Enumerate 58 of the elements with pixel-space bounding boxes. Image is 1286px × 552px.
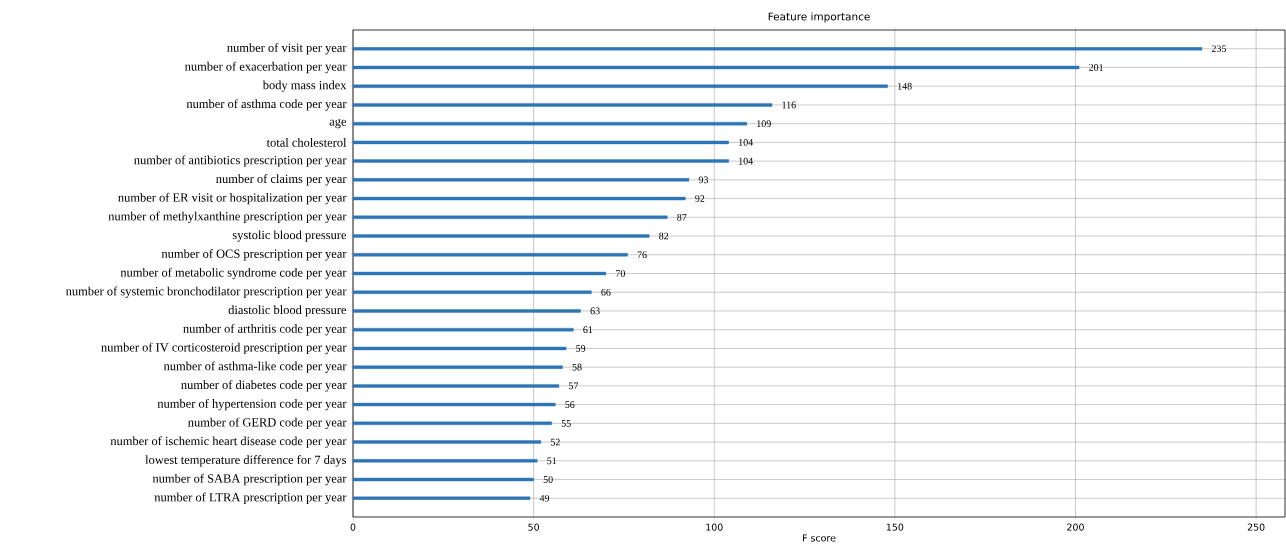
data-label: 104 bbox=[739, 157, 754, 165]
y-tick-label: age bbox=[329, 119, 347, 129]
data-label: 49 bbox=[539, 494, 550, 502]
y-tick-label: number of metabolic syndrome code per year bbox=[120, 267, 347, 280]
data-label: 50 bbox=[543, 476, 553, 483]
data-label: 51 bbox=[547, 457, 557, 465]
y-tick-label: number of hypertension code per year bbox=[157, 398, 347, 411]
data-label: 63 bbox=[590, 307, 600, 315]
data-label: 87 bbox=[677, 213, 687, 221]
y-tick-label: number of exacerbation per year bbox=[184, 61, 347, 74]
y-tick-label: number of LTRA prescription per year bbox=[154, 492, 347, 504]
y-tick-label: number of ischemic heart disease code per year bbox=[110, 436, 347, 448]
data-label: 104 bbox=[739, 139, 754, 146]
data-label: 56 bbox=[565, 401, 575, 408]
data-label: 52 bbox=[550, 438, 560, 446]
data-label: 57 bbox=[569, 382, 579, 390]
data-label: 201 bbox=[1089, 64, 1103, 71]
y-tick-label: number of OCS prescription per year bbox=[161, 249, 347, 261]
y-tick-label: total cholesterol bbox=[266, 138, 347, 147]
data-label: 116 bbox=[782, 101, 796, 109]
x-axis-title: F score bbox=[802, 534, 836, 542]
data-label: 82 bbox=[659, 232, 669, 240]
data-label: 93 bbox=[698, 176, 709, 184]
y-tick-label: number of ER visit or hospitalization per year bbox=[118, 192, 347, 205]
x-tick-label: 200 bbox=[1067, 523, 1084, 531]
data-label: 109 bbox=[757, 120, 771, 128]
y-tick-label: number of arthritis code per year bbox=[183, 323, 347, 336]
data-label: 66 bbox=[601, 288, 611, 296]
y-tick-label: number of asthma-like code per year bbox=[163, 361, 347, 373]
data-label: 235 bbox=[1211, 45, 1226, 53]
y-tick-label: body mass index bbox=[262, 80, 347, 92]
data-label: 148 bbox=[898, 82, 912, 90]
x-tick-label: 150 bbox=[886, 523, 904, 531]
x-tick-label: 100 bbox=[706, 523, 723, 531]
x-tick-label: 50 bbox=[528, 523, 540, 531]
y-tick-label: number of diabetes code per year bbox=[181, 380, 347, 392]
y-tick-label: number of SABA prescription per year bbox=[152, 473, 347, 486]
data-label: 55 bbox=[561, 420, 571, 427]
data-label: 61 bbox=[583, 326, 593, 334]
y-tick-label: lowest temperature difference for 7 days bbox=[145, 455, 347, 467]
data-label: 59 bbox=[576, 345, 586, 352]
y-tick-label: diastolic blood pressure bbox=[228, 305, 347, 317]
y-tick-label: number of asthma code per year bbox=[186, 99, 347, 111]
data-label: 92 bbox=[695, 195, 705, 202]
y-tick-label: number of claims per year bbox=[216, 174, 347, 186]
x-tick-label: 250 bbox=[1247, 523, 1265, 531]
data-label: 58 bbox=[572, 363, 582, 371]
chart-title: Feature importance bbox=[768, 12, 870, 23]
y-tick-label: systolic blood pressure bbox=[232, 230, 347, 242]
y-tick-label: number of methylxanthine prescription per year bbox=[108, 211, 347, 224]
y-tick-label: number of IV corticosteroid prescription per year bbox=[101, 342, 347, 355]
x-tick-label: 0 bbox=[350, 523, 356, 531]
data-label: 70 bbox=[616, 270, 625, 277]
data-label: 76 bbox=[637, 251, 647, 259]
y-tick-label: number of GERD code per year bbox=[188, 417, 347, 430]
y-tick-label: number of systemic bronchodilator prescription per year bbox=[65, 286, 347, 298]
y-tick-label: number of antibiotics prescription per year bbox=[134, 155, 347, 167]
y-tick-label: number of visit per year bbox=[227, 43, 347, 55]
